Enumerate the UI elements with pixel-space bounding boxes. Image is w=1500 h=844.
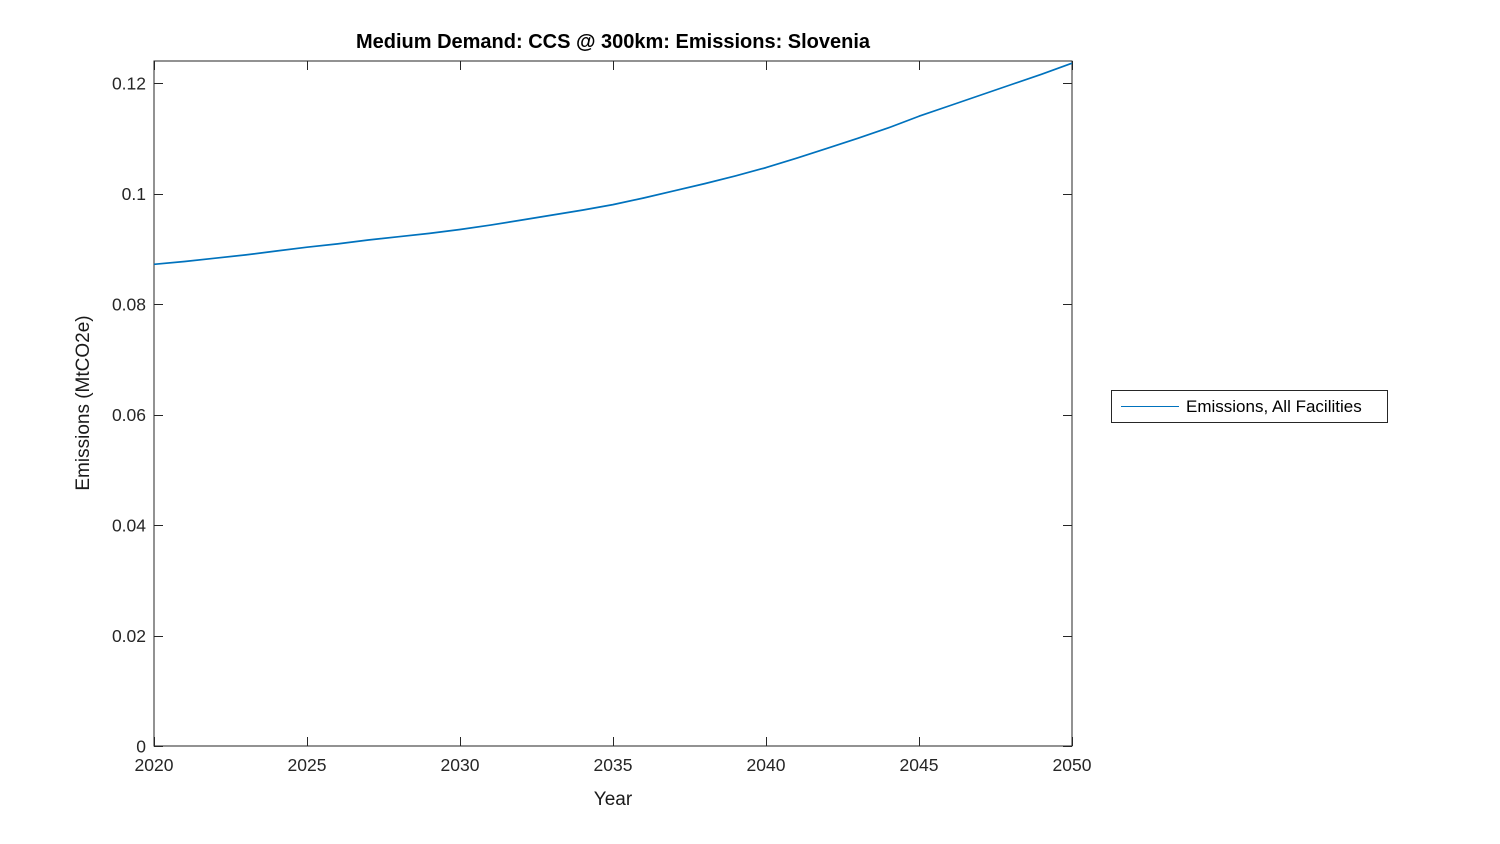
y-axis-label: Emissions (MtCO2e) bbox=[73, 315, 94, 491]
emissions-line bbox=[153, 62, 1073, 266]
y-tick-label: 0.1 bbox=[122, 184, 146, 204]
y-tick-label: 0.08 bbox=[112, 294, 146, 314]
legend: Emissions, All Facilities bbox=[1111, 390, 1388, 423]
x-tick-label: 2030 bbox=[441, 755, 480, 775]
chart-title: Medium Demand: CCS @ 300km: Emissions: S… bbox=[355, 31, 871, 53]
x-tick-label: 2020 bbox=[135, 755, 174, 775]
x-tick-label: 2035 bbox=[594, 755, 633, 775]
x-tick-label: 2045 bbox=[900, 755, 939, 775]
axes-box bbox=[153, 60, 1073, 747]
y-tick-label: 0.04 bbox=[112, 515, 146, 535]
y-tick-label: 0.06 bbox=[112, 405, 146, 425]
legend-line-sample-icon bbox=[1121, 406, 1179, 407]
legend-entry-label: Emissions, All Facilities bbox=[1186, 396, 1362, 416]
x-tick-label: 2040 bbox=[747, 755, 786, 775]
x-axis-label: Year bbox=[593, 789, 633, 810]
x-tick-label: 2050 bbox=[1053, 755, 1092, 775]
y-tick-label: 0.12 bbox=[112, 73, 146, 93]
x-tick-label: 2025 bbox=[288, 755, 327, 775]
y-tick-label: 0 bbox=[136, 736, 146, 756]
y-tick-label: 0.02 bbox=[112, 626, 146, 646]
